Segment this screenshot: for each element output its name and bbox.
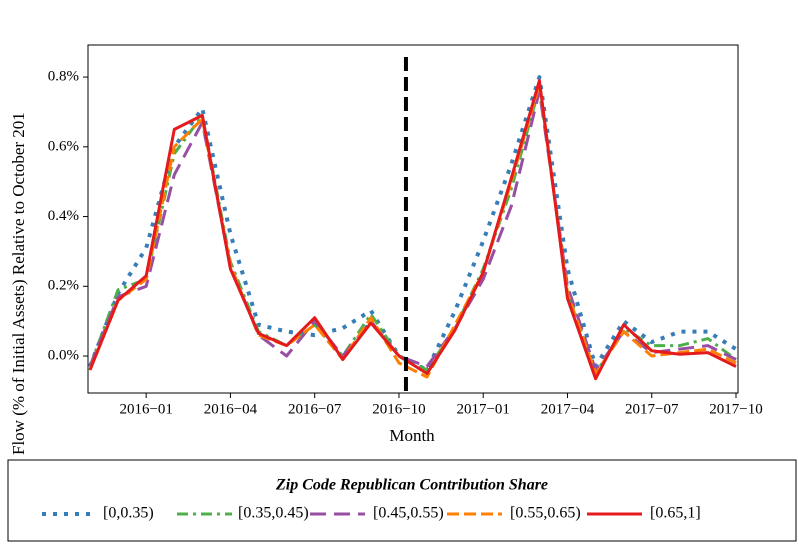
x-tick-label: 2016−07 — [288, 401, 342, 417]
x-axis-label: Month — [389, 426, 435, 445]
series-line — [88, 86, 737, 375]
legend-box — [7, 459, 797, 542]
y-axis-label: Flow (% of Initial Assets) Relative to O… — [9, 112, 28, 455]
x-tick-label: 2016−01 — [119, 401, 172, 417]
series-line — [88, 82, 737, 379]
y-tick-label: 0.6% — [48, 138, 79, 154]
legend-label: [0.55,0.65) — [510, 505, 581, 522]
legend-label: [0.45,0.55) — [373, 505, 444, 522]
y-tick-label: 0.4% — [48, 208, 79, 224]
x-tick-label: 2017−01 — [456, 401, 509, 417]
legend-label: [0.35,0.45) — [238, 505, 309, 522]
legend-label: [0.65,1] — [650, 505, 701, 522]
series-line — [88, 89, 737, 372]
y-tick-label: 0.0% — [48, 347, 79, 363]
plot-frame — [87, 44, 739, 394]
x-tick-label: 2017−07 — [625, 401, 679, 417]
series-line — [88, 79, 737, 381]
y-tick-label: 0.2% — [48, 278, 79, 294]
x-tick-label: 2016−04 — [204, 401, 258, 417]
x-tick-label: 2016−10 — [372, 401, 425, 417]
series-line — [88, 75, 738, 372]
legend-title: Zip Code Republican Contribution Share — [275, 477, 548, 494]
x-tick-label: 2017−10 — [709, 401, 762, 417]
y-tick-label: 0.8% — [48, 69, 79, 85]
legend-label: [0,0.35) — [103, 505, 154, 522]
x-tick-label: 2017−04 — [541, 401, 595, 417]
